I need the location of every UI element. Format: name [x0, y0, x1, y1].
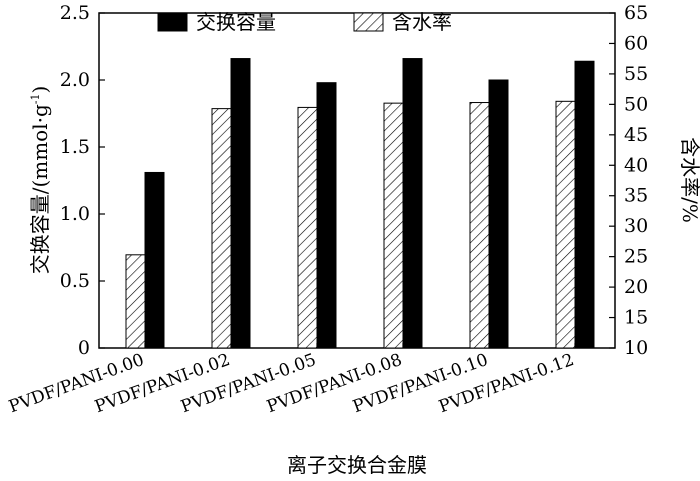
left-axis-title: 交换容量/(mmol·g-1)	[28, 86, 52, 275]
right-axis-title: 含水率/%	[678, 137, 700, 223]
right-tick-label: 10	[624, 337, 648, 359]
bar-water-content	[297, 106, 318, 349]
right-tick-label: 65	[624, 2, 648, 24]
bar-exchange-capacity	[316, 82, 337, 349]
bar-water-content	[555, 100, 576, 349]
bar-water-content	[125, 254, 146, 349]
bar-exchange-capacity	[144, 171, 165, 349]
right-tick-label: 15	[624, 307, 648, 329]
right-axis-ticks: 10 15 20 25 30 35 40 45 50 55 60 65	[609, 2, 648, 359]
right-tick-label: 35	[624, 185, 648, 207]
right-tick-label: 30	[624, 215, 648, 237]
left-tick-label: 2.0	[60, 69, 90, 91]
legend-label-exchange-capacity: 交换容量	[196, 10, 276, 34]
bars-group	[125, 58, 595, 349]
bar-exchange-capacity	[230, 58, 251, 349]
x-axis-ticks: PVDF/PANI-0.00PVDF/PANI-0.02PVDF/PANI-0.…	[6, 343, 577, 417]
left-tick-label: 0	[78, 337, 90, 359]
bar-water-content	[211, 108, 232, 349]
left-tick-label: 1.0	[60, 203, 90, 225]
right-tick-label: 60	[624, 32, 648, 54]
bar-exchange-capacity	[488, 79, 509, 349]
left-tick-label: 1.5	[60, 136, 90, 158]
left-tick-label: 2.5	[60, 2, 90, 24]
legend-swatch-exchange-capacity	[157, 12, 188, 32]
right-tick-label: 45	[624, 124, 648, 146]
right-tick-label: 50	[624, 93, 648, 115]
left-tick-label: 0.5	[60, 270, 90, 292]
right-tick-label: 20	[624, 276, 648, 298]
plot-area: 0 0.5 1.0 1.5 2.0 2.5 10 15 20 25 30 35 40 45 50 55 60 6…	[6, 2, 648, 417]
bar-exchange-capacity	[402, 58, 423, 349]
bar-water-content	[383, 102, 404, 349]
legend: 交换容量 含水率	[157, 10, 452, 34]
x-axis-title: 离子交换合金膜	[287, 453, 427, 477]
plot-frame	[98, 12, 616, 349]
right-tick-label: 40	[624, 154, 648, 176]
legend-swatch-water-content	[353, 12, 384, 32]
bar-exchange-capacity	[574, 60, 595, 349]
right-tick-label: 55	[624, 63, 648, 85]
right-tick-label: 25	[624, 246, 648, 268]
bar-water-content	[469, 102, 490, 349]
left-axis-ticks: 0 0.5 1.0 1.5 2.0 2.5	[60, 2, 105, 359]
legend-label-water-content: 含水率	[392, 10, 452, 34]
